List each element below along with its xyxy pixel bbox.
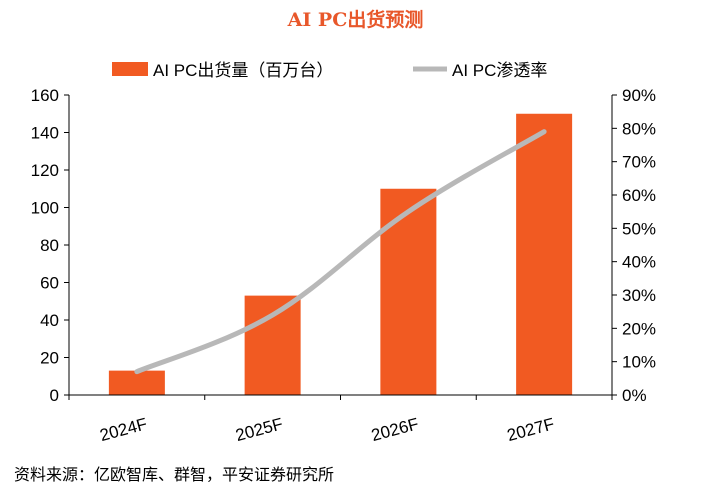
x-tick-label: 2024F: [98, 414, 149, 445]
bar-2024F: [108, 370, 165, 395]
right-tick-label: 20%: [622, 319, 656, 338]
left-tick-label: 80: [40, 236, 59, 255]
left-tick-label: 140: [31, 124, 59, 143]
left-tick-label: 100: [31, 199, 59, 218]
legend-line-label: AI PC渗透率: [452, 61, 547, 80]
right-tick-label: 70%: [622, 153, 656, 172]
right-tick-label: 60%: [622, 186, 656, 205]
left-tick-label: 20: [40, 349, 59, 368]
source-note: 资料来源：亿欧智库、群智，平安证券研究所: [14, 465, 335, 484]
right-tick-label: 0%: [622, 386, 647, 405]
x-tick-label: 2027F: [505, 414, 556, 445]
line-group: [134, 129, 547, 375]
bar-2025F: [244, 295, 301, 395]
legend-bar-label: AI PC出货量（百万台）: [153, 61, 333, 80]
legend: AI PC出货量（百万台） AI PC渗透率: [112, 61, 547, 80]
legend-bar-swatch: [112, 62, 148, 76]
right-tick-label: 80%: [622, 119, 656, 138]
penetration-line: [134, 129, 547, 375]
left-tick-label: 120: [31, 161, 59, 180]
bars-group: [108, 113, 573, 395]
right-tick-label: 40%: [622, 253, 656, 272]
x-tick-label: 2025F: [233, 414, 284, 445]
right-tick-label: 10%: [622, 353, 656, 372]
left-tick-label: 160: [31, 86, 59, 105]
x-tick-label: 2026F: [369, 414, 420, 445]
right-tick-label: 90%: [622, 86, 656, 105]
left-tick-label: 60: [40, 274, 59, 293]
right-tick-label: 50%: [622, 219, 656, 238]
left-tick-label: 0: [50, 386, 59, 405]
left-tick-label: 40: [40, 311, 59, 330]
bar-2027F: [516, 113, 573, 395]
right-tick-label: 30%: [622, 286, 656, 305]
axes-group: 0 20 40 60 80 100 120 140 160 0% 10% 20% 30% 40% 50% 60…: [31, 86, 656, 445]
bar-2026F: [380, 188, 437, 395]
chart-title: AI PC出货预测: [287, 9, 424, 31]
